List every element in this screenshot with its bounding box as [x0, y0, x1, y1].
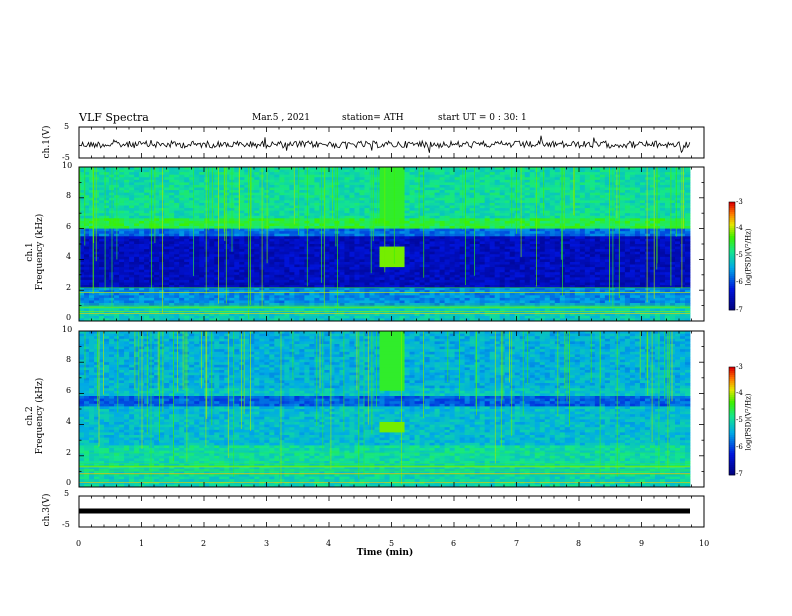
xtick-0: 0: [76, 539, 81, 548]
ch3-ytick-bottom: -5: [62, 520, 70, 529]
ch1-waveform-line: [79, 136, 690, 153]
cb1-tick-m4: -4: [736, 224, 743, 232]
ch2-ytick-10: 10: [62, 325, 72, 334]
xtick-9: 9: [639, 539, 644, 548]
ch2-frequency-label: ch.2 Frequency (kHz): [25, 371, 45, 461]
ch2-spectrogram: [79, 331, 704, 487]
ch3-voltage-label: ch.3(V): [42, 485, 52, 535]
x-axis-label: Time (min): [340, 548, 430, 558]
xtick-6: 6: [451, 539, 456, 548]
ch1-ytick-6: 6: [66, 222, 71, 231]
ch2-ytick-4: 4: [66, 417, 71, 426]
cb2-tick-m5: -5: [736, 416, 743, 424]
ch2-frequency-label-top: ch.2: [25, 406, 35, 425]
cb1-tick-m5: -5: [736, 251, 743, 259]
figure-title: VLF Spectra: [79, 111, 149, 124]
xtick-1: 1: [139, 539, 144, 548]
ch1-ytick-8: 8: [66, 191, 71, 200]
cb2-tick-m7: -7: [736, 470, 743, 478]
ch3-ytick-top: 5: [64, 489, 69, 498]
date-label: Mar.5 , 2021: [252, 113, 310, 123]
start-time-label: start UT = 0 : 30: 1: [438, 113, 527, 123]
cb2-tick-m6: -6: [736, 443, 743, 451]
xtick-3: 3: [264, 539, 269, 548]
xtick-10: 10: [699, 539, 709, 548]
xtick-5: 5: [389, 539, 394, 548]
xtick-2: 2: [201, 539, 206, 548]
xtick-8: 8: [576, 539, 581, 548]
xtick-7: 7: [514, 539, 519, 548]
ch1-frequency-label: ch.1 Frequency (kHz): [25, 207, 45, 297]
station-label: station= ATH: [342, 113, 404, 123]
ch1-ytick-0: 0: [66, 313, 71, 322]
ch2-frequency-label-bottom: Frequency (kHz): [35, 378, 45, 455]
ch1-ytick-top: 5: [64, 122, 69, 131]
ch1-spectrogram: [79, 167, 704, 321]
cb1-tick-m3: -3: [736, 198, 743, 206]
ch1-ytick-4: 4: [66, 252, 71, 261]
cb2-label: log(PSD)(V²/Hz): [745, 394, 753, 451]
cb2-tick-m3: -3: [736, 363, 743, 371]
cb1-tick-m6: -6: [736, 278, 743, 286]
ch2-colorbar: [729, 367, 735, 475]
ch2-ytick-0: 0: [66, 478, 71, 487]
cb1-label: log(PSD)(V²/Hz): [745, 229, 753, 286]
ch1-frequency-label-bottom: Frequency (kHz): [35, 214, 45, 291]
ch1-colorbar: [729, 202, 735, 310]
ch1-voltage-label: ch.1(V): [42, 117, 52, 167]
ch2-ytick-8: 8: [66, 355, 71, 364]
ch2-ytick-2: 2: [66, 448, 71, 457]
ch2-ytick-6: 6: [66, 386, 71, 395]
cb1-tick-m7: -7: [736, 306, 743, 314]
ch3-waveform-line: [79, 509, 690, 514]
ch1-frequency-label-top: ch.1: [25, 242, 35, 261]
cb2-tick-m4: -4: [736, 389, 743, 397]
xtick-4: 4: [326, 539, 331, 548]
ch1-ytick-10: 10: [62, 161, 72, 170]
ch1-ytick-2: 2: [66, 283, 71, 292]
